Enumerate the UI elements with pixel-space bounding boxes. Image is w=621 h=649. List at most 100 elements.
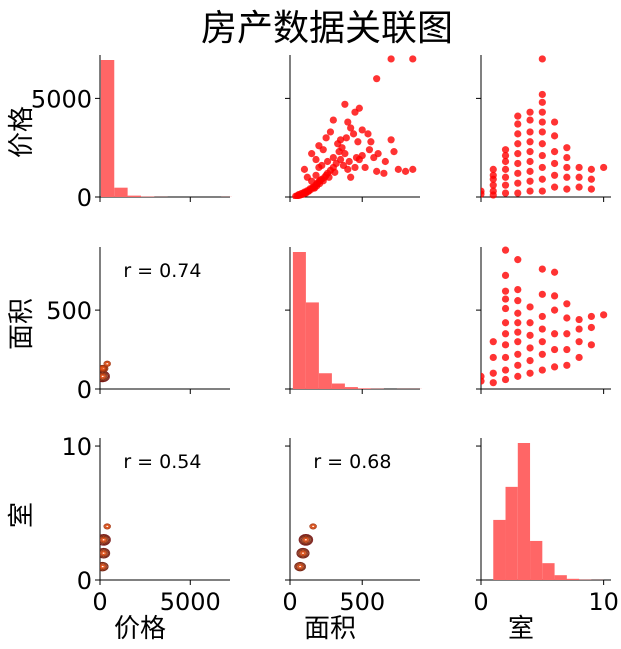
- scatter-point: [481, 372, 485, 380]
- scatter-point: [514, 189, 522, 197]
- scatter-point: [587, 165, 595, 173]
- kde-contour: [311, 525, 315, 528]
- kde-contour: [301, 536, 311, 544]
- scatter-point: [563, 163, 571, 172]
- scatter-point: [587, 312, 595, 321]
- panel-kde-2-1: [294, 523, 317, 572]
- scatter-point: [538, 187, 546, 195]
- kde-contour: [100, 535, 109, 545]
- kde-contour: [105, 362, 109, 366]
- scatter-point: [501, 271, 510, 279]
- scatter-point: [526, 157, 534, 166]
- scatter-point: [514, 328, 522, 336]
- scatter-point: [575, 353, 583, 362]
- scatter-point: [575, 315, 583, 324]
- scatter-point: [587, 341, 595, 349]
- correlation-label: r = 0.68: [313, 451, 391, 473]
- scatter-point: [387, 55, 395, 63]
- scatter-point: [563, 330, 571, 338]
- scatter-point: [526, 319, 534, 327]
- scatter-point: [347, 124, 355, 132]
- scatter-point: [501, 304, 510, 313]
- y-axis-label: 室: [7, 502, 37, 528]
- kde-contour: [298, 565, 302, 568]
- kde-contour: [296, 547, 310, 559]
- correlation-label: r = 0.54: [123, 451, 201, 473]
- panel-marks: [294, 523, 317, 572]
- hist-bar: [505, 486, 518, 580]
- panel-marks: [100, 360, 111, 383]
- kde-contour: [103, 523, 111, 530]
- panel-scatter-0-2: [481, 55, 608, 199]
- scatter-point: [538, 108, 546, 116]
- scatter-point: [354, 138, 362, 146]
- kde-contour: [100, 537, 107, 543]
- scatter-point: [329, 153, 337, 162]
- scatter-point: [550, 118, 559, 126]
- scatter-point: [538, 175, 546, 183]
- scatter-point: [538, 350, 546, 358]
- scatter-point: [489, 165, 497, 173]
- scatter-point: [550, 183, 559, 191]
- scatter-point: [501, 157, 510, 166]
- scatter-point: [409, 165, 417, 173]
- scatter-point: [341, 150, 349, 158]
- kde-contour: [297, 564, 304, 570]
- scatter-point: [489, 379, 497, 387]
- kde-contour: [296, 563, 304, 570]
- x-tick-label: 500: [339, 588, 385, 616]
- scatter-point: [575, 163, 583, 172]
- panel-marks: [292, 55, 417, 199]
- scatter-point: [526, 128, 534, 136]
- kde-contour: [297, 548, 309, 558]
- y-tick-label: 500: [46, 297, 92, 325]
- x-tick-label: 0: [282, 588, 297, 616]
- kde-contour: [100, 549, 109, 557]
- scatter-point: [514, 256, 522, 264]
- scatter-point: [526, 108, 534, 116]
- hist-bar: [100, 60, 115, 197]
- scatter-point: [575, 173, 583, 181]
- kde-contour: [298, 549, 308, 557]
- kde-contour: [100, 536, 109, 544]
- scatter-point: [563, 153, 571, 162]
- hist-bar: [305, 302, 319, 389]
- y-tick-label: 0: [77, 184, 92, 212]
- scatter-point: [358, 151, 366, 160]
- scatter-point: [538, 290, 546, 298]
- scatter-point: [514, 338, 522, 346]
- scatter-point: [501, 319, 510, 327]
- scatter-point: [349, 130, 358, 138]
- scatter-point: [538, 338, 546, 346]
- scatter-point: [373, 167, 381, 175]
- kde-contour: [100, 564, 106, 570]
- scatter-point: [514, 169, 522, 177]
- panel-kde-1-0: [100, 360, 111, 383]
- kde-contour: [300, 535, 312, 545]
- scatter-point: [373, 75, 381, 83]
- y-tick-label: 10: [61, 433, 92, 461]
- panel-marks: [100, 523, 111, 572]
- scatter-point: [501, 189, 510, 197]
- scatter-point: [550, 306, 559, 314]
- kde-contour: [100, 562, 108, 571]
- scatter-point: [526, 344, 534, 352]
- scatter-point: [318, 161, 326, 170]
- panel-marks: [481, 246, 608, 387]
- kde-contour: [309, 523, 317, 530]
- kde-contour: [101, 565, 105, 568]
- scatter-point: [514, 372, 522, 380]
- scatter-point: [364, 130, 372, 138]
- kde-contour: [100, 374, 106, 379]
- scatter-point: [538, 140, 546, 148]
- y-axis-label: 面积: [7, 298, 37, 350]
- scatter-point: [563, 185, 571, 193]
- scatter-point: [600, 163, 608, 172]
- scatter-point: [312, 155, 320, 164]
- scatter-point: [489, 338, 497, 346]
- scatter-point: [563, 173, 571, 181]
- scatter-point: [563, 300, 571, 308]
- kde-contour: [104, 523, 111, 529]
